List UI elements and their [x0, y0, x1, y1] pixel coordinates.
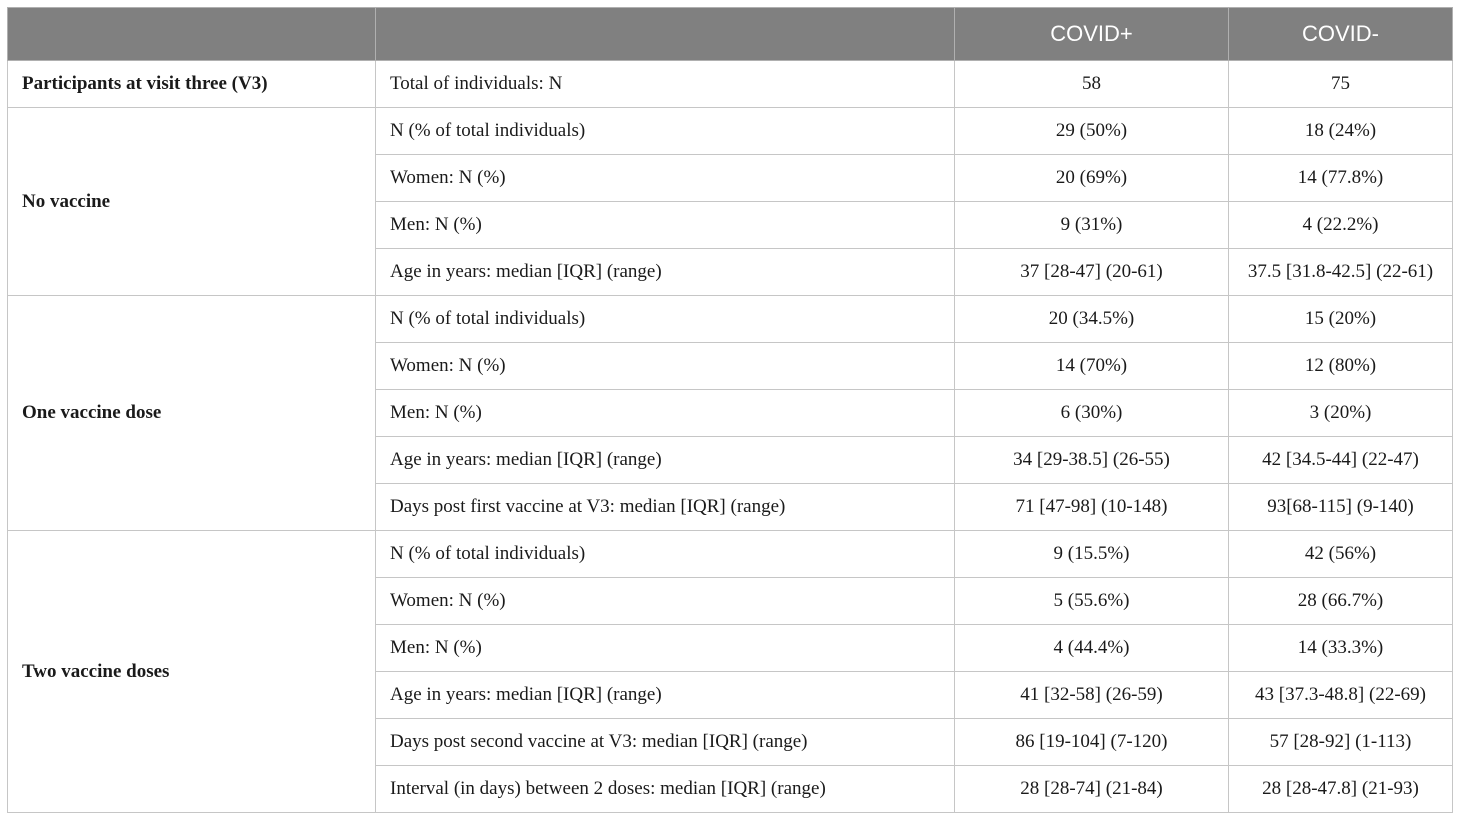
- covid-positive-value: 6 (30%): [954, 389, 1229, 437]
- measure-label: N (% of total individuals): [375, 530, 955, 578]
- header-cell-covid-negative: COVID-: [1228, 7, 1453, 61]
- measure-label: Interval (in days) between 2 doses: medi…: [375, 765, 955, 813]
- covid-negative-value: 28 (66.7%): [1228, 577, 1453, 625]
- header-cell-measure: [375, 7, 955, 61]
- covid-positive-value: 86 [19-104] (7-120): [954, 718, 1229, 766]
- group-label: One vaccine dose: [7, 295, 376, 531]
- covid-positive-value: 9 (15.5%): [954, 530, 1229, 578]
- table-row: One vaccine dose N (% of total individua…: [7, 295, 1453, 531]
- covid-negative-value: 3 (20%): [1228, 389, 1453, 437]
- table-row: Women: N (%) 14 (70%) 12 (80%): [8, 342, 1453, 390]
- covid-positive-value: 71 [47-98] (10-148): [954, 483, 1229, 531]
- covid-negative-value: 93[68-115] (9-140): [1228, 483, 1453, 531]
- measure-label: Men: N (%): [375, 624, 955, 672]
- measure-label: Total of individuals: N: [375, 60, 955, 108]
- header-cell-covid-positive: COVID+: [954, 7, 1229, 61]
- table-row: Men: N (%) 4 (44.4%) 14 (33.3%): [8, 624, 1453, 672]
- measure-label: Women: N (%): [375, 577, 955, 625]
- covid-positive-value: 4 (44.4%): [954, 624, 1229, 672]
- covid-negative-value: 37.5 [31.8-42.5] (22-61): [1228, 248, 1453, 296]
- measure-label: Age in years: median [IQR] (range): [375, 671, 955, 719]
- covid-negative-value: 43 [37.3-48.8] (22-69): [1228, 671, 1453, 719]
- covid-negative-value: 14 (33.3%): [1228, 624, 1453, 672]
- covid-negative-value: 42 [34.5-44] (22-47): [1228, 436, 1453, 484]
- table-row: Participants at visit three (V3) Total o…: [7, 60, 1453, 108]
- measure-label: Days post first vaccine at V3: median [I…: [375, 483, 955, 531]
- table-row: Women: N (%) 20 (69%) 14 (77.8%): [8, 154, 1453, 202]
- covid-negative-value: 42 (56%): [1228, 530, 1453, 578]
- table-row: Men: N (%) 9 (31%) 4 (22.2%): [8, 201, 1453, 249]
- covid-positive-value: 14 (70%): [954, 342, 1229, 390]
- covid-negative-value: 15 (20%): [1228, 295, 1453, 343]
- covid-positive-value: 34 [29-38.5] (26-55): [954, 436, 1229, 484]
- measure-label: Women: N (%): [375, 154, 955, 202]
- covid-negative-value: 57 [28-92] (1-113): [1228, 718, 1453, 766]
- table-row: Days post first vaccine at V3: median [I…: [8, 483, 1453, 531]
- measure-label: Women: N (%): [375, 342, 955, 390]
- covid-negative-value: 14 (77.8%): [1228, 154, 1453, 202]
- table-row: Interval (in days) between 2 doses: medi…: [8, 765, 1453, 813]
- covid-positive-value: 5 (55.6%): [954, 577, 1229, 625]
- cohort-table: COVID+ COVID- Participants at visit thre…: [7, 7, 1453, 813]
- table-body: Participants at visit three (V3) Total o…: [7, 60, 1453, 813]
- measure-label: Age in years: median [IQR] (range): [375, 248, 955, 296]
- covid-positive-value: 9 (31%): [954, 201, 1229, 249]
- covid-positive-value: 20 (69%): [954, 154, 1229, 202]
- table-header: COVID+ COVID-: [7, 7, 1453, 61]
- covid-positive-value: 41 [32-58] (26-59): [954, 671, 1229, 719]
- table-row: Days post second vaccine at V3: median […: [8, 718, 1453, 766]
- covid-negative-value: 75: [1228, 60, 1453, 108]
- table-row: Age in years: median [IQR] (range) 41 [3…: [8, 671, 1453, 719]
- header-row: COVID+ COVID-: [7, 7, 1453, 61]
- measure-label: N (% of total individuals): [375, 295, 955, 343]
- covid-positive-value: 58: [954, 60, 1229, 108]
- measure-label: Men: N (%): [375, 389, 955, 437]
- group-label: Two vaccine doses: [7, 530, 376, 813]
- covid-negative-value: 4 (22.2%): [1228, 201, 1453, 249]
- measure-label: N (% of total individuals): [375, 107, 955, 155]
- measure-label: Age in years: median [IQR] (range): [375, 436, 955, 484]
- covid-negative-value: 28 [28-47.8] (21-93): [1228, 765, 1453, 813]
- covid-negative-value: 12 (80%): [1228, 342, 1453, 390]
- measure-label: Men: N (%): [375, 201, 955, 249]
- covid-positive-value: 28 [28-74] (21-84): [954, 765, 1229, 813]
- covid-positive-value: 29 (50%): [954, 107, 1229, 155]
- covid-negative-value: 18 (24%): [1228, 107, 1453, 155]
- covid-positive-value: 20 (34.5%): [954, 295, 1229, 343]
- table-row: Age in years: median [IQR] (range) 34 [2…: [8, 436, 1453, 484]
- table-row: Age in years: median [IQR] (range) 37 [2…: [8, 248, 1453, 296]
- group-label: No vaccine: [7, 107, 376, 296]
- covid-positive-value: 37 [28-47] (20-61): [954, 248, 1229, 296]
- table-row: Two vaccine doses N (% of total individu…: [7, 530, 1453, 813]
- table-row: Men: N (%) 6 (30%) 3 (20%): [8, 389, 1453, 437]
- data-table-container: COVID+ COVID- Participants at visit thre…: [7, 7, 1453, 813]
- group-label: Participants at visit three (V3): [7, 60, 376, 108]
- table-row: Women: N (%) 5 (55.6%) 28 (66.7%): [8, 577, 1453, 625]
- measure-label: Days post second vaccine at V3: median […: [375, 718, 955, 766]
- table-row: No vaccine N (% of total individuals) 29…: [7, 107, 1453, 296]
- header-cell-group: [7, 7, 376, 61]
